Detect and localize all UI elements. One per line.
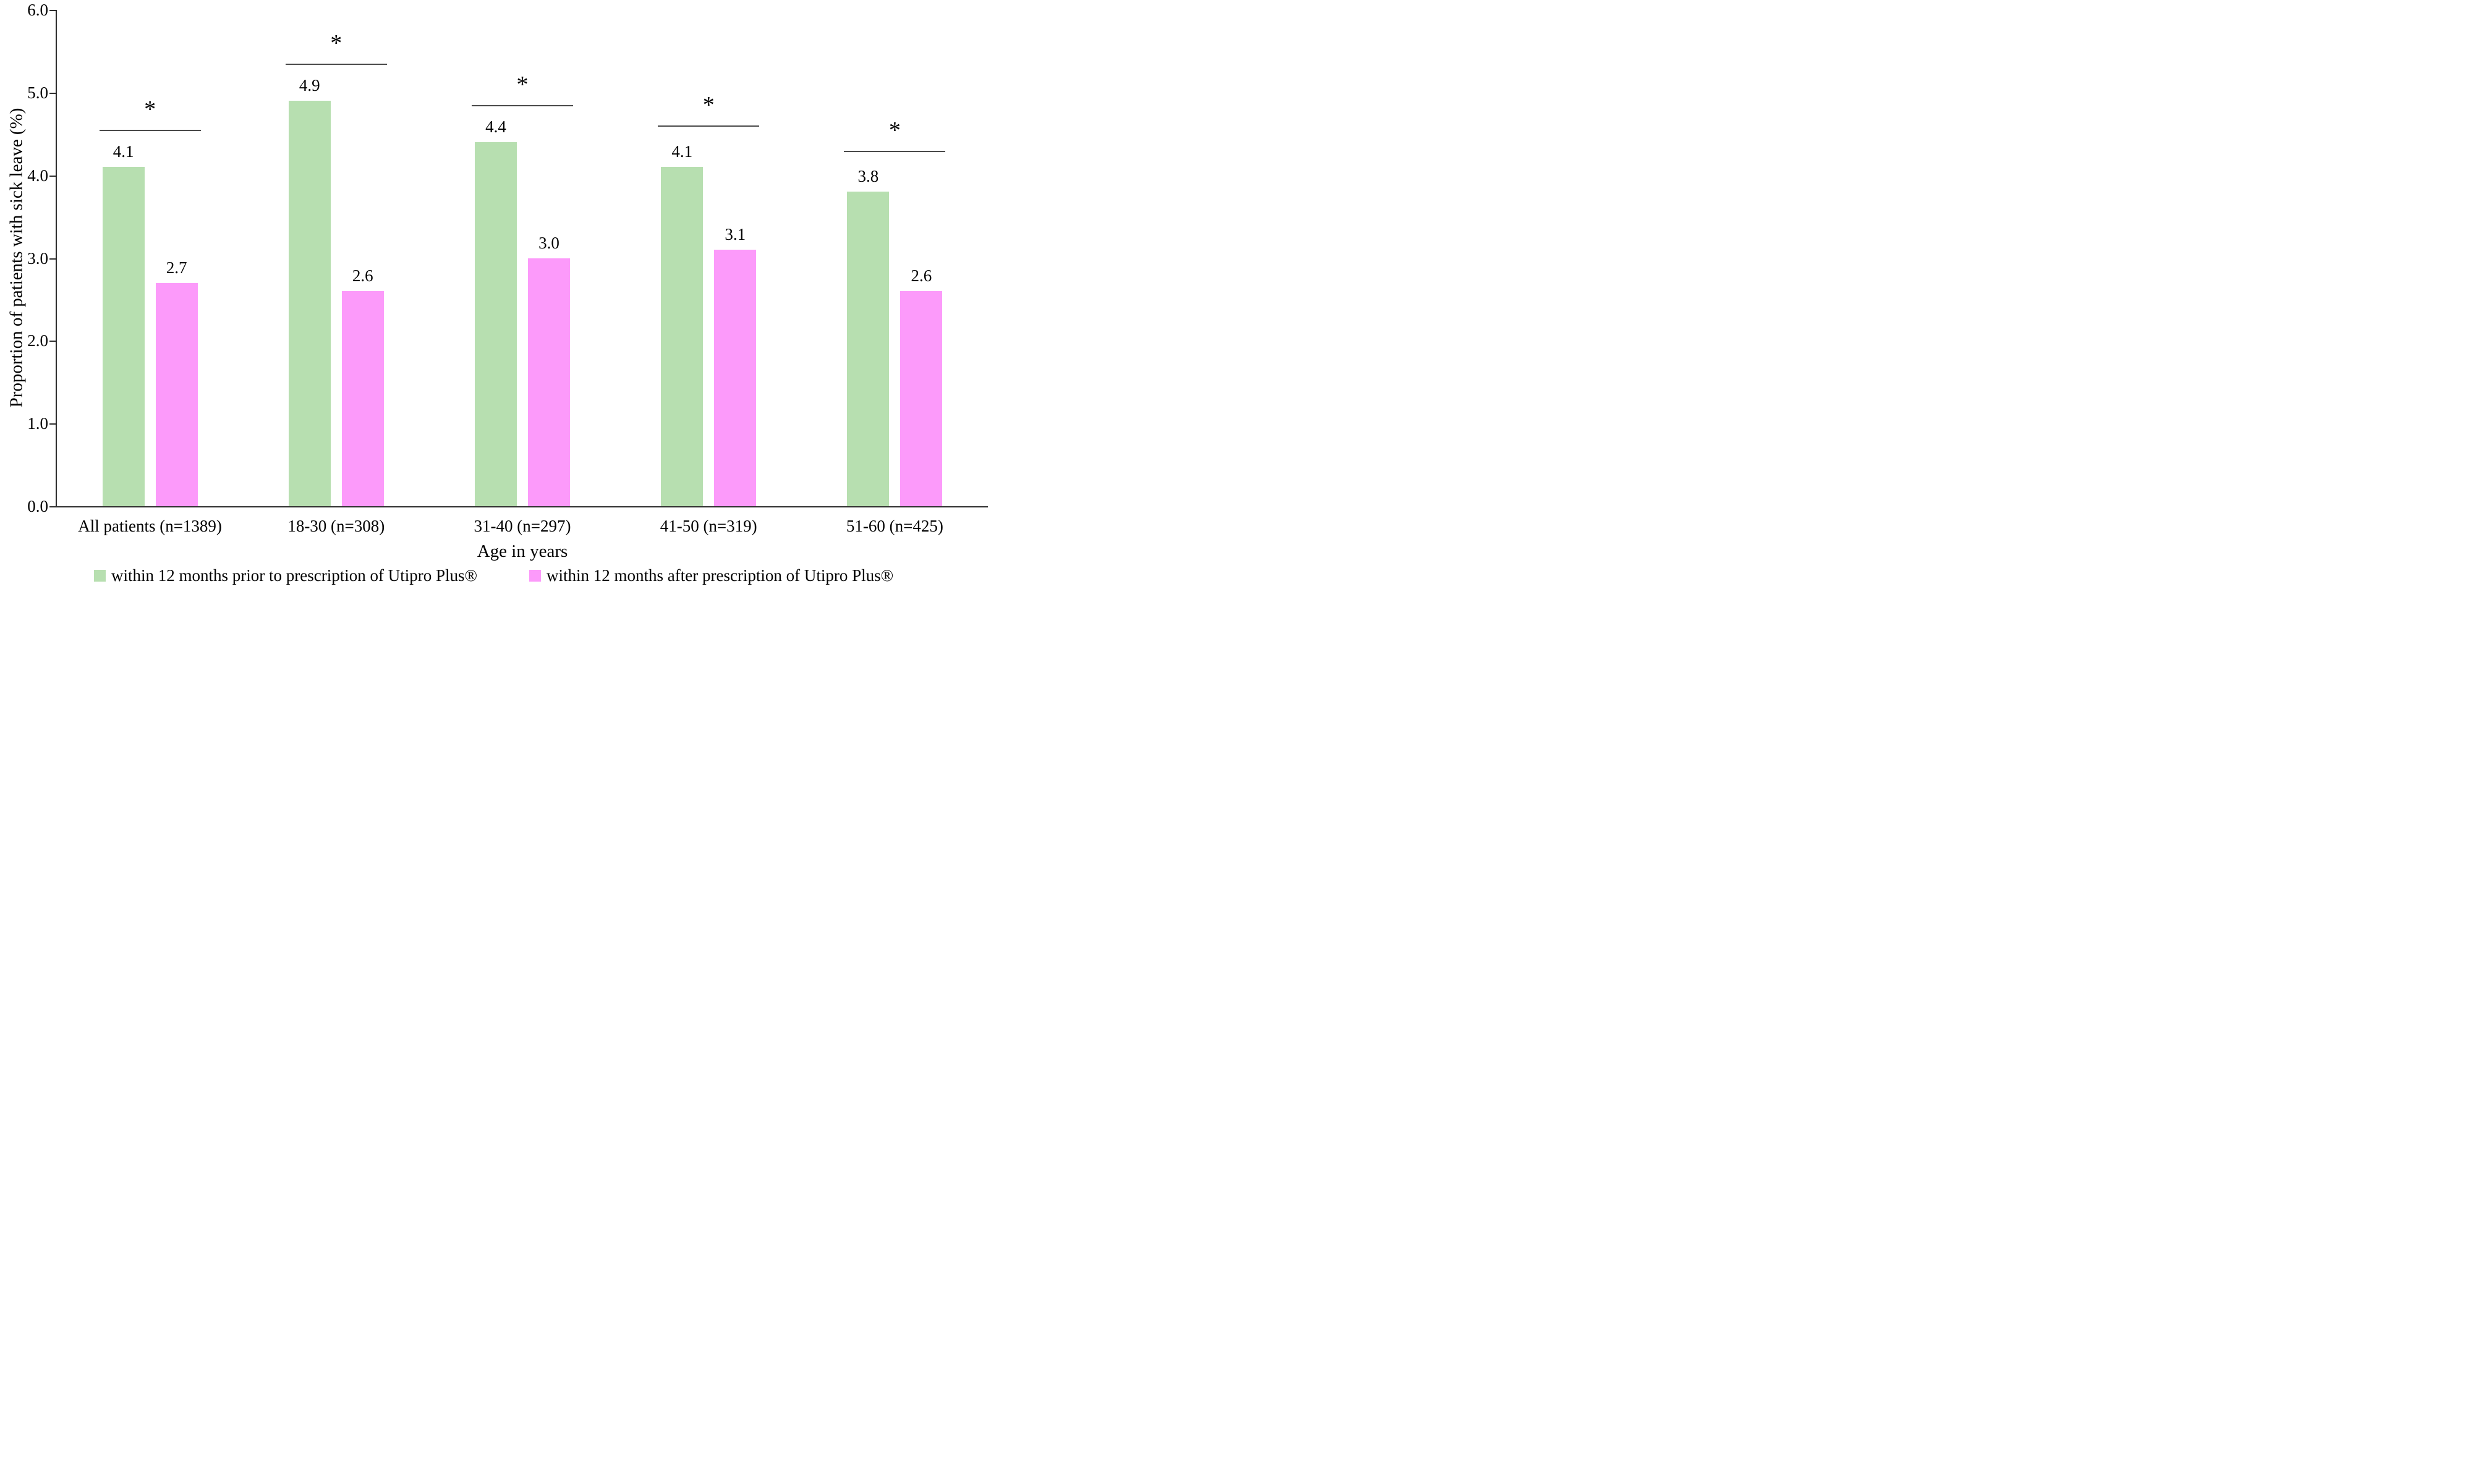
x-axis-line [49, 506, 988, 507]
bar-chart: Proportion of patients with sick leave (… [0, 0, 989, 593]
legend-label: within 12 months after prescription of U… [547, 566, 894, 585]
legend-swatch [94, 570, 106, 582]
x-category-label: 18-30 (n=308) [287, 517, 385, 535]
y-tick-label: 6.0 [27, 1, 48, 19]
y-tick-mark [49, 175, 56, 177]
significance-asterisk: * [144, 96, 156, 123]
significance-line [658, 125, 760, 127]
bar-prior [288, 101, 331, 506]
significance-line [285, 63, 387, 65]
y-tick-mark [49, 341, 56, 342]
significance-line [844, 150, 946, 152]
y-tick-mark [49, 92, 56, 94]
bar-prior [102, 167, 145, 506]
legend-swatch [529, 570, 541, 582]
bar-after [528, 258, 570, 506]
x-category-label: All patients (n=1389) [78, 517, 222, 535]
y-tick-label: 1.0 [27, 414, 48, 433]
bar-value-label: 3.8 [857, 167, 879, 186]
bar-value-label: 4.1 [671, 142, 693, 161]
legend-item: within 12 months prior to prescription o… [94, 566, 477, 585]
y-tick-mark [49, 258, 56, 260]
bar-value-label: 4.1 [113, 142, 134, 161]
significance-line [99, 130, 201, 132]
bar-value-label: 4.9 [299, 76, 320, 95]
y-tick-label: 2.0 [27, 331, 48, 350]
significance-asterisk: * [330, 30, 342, 56]
bar-value-label: 4.4 [485, 117, 506, 137]
significance-asterisk: * [702, 92, 715, 119]
bar-value-label: 2.6 [352, 266, 373, 286]
bar-prior [847, 192, 890, 506]
y-tick-label: 3.0 [27, 248, 48, 268]
bar-value-label: 3.0 [538, 233, 559, 252]
x-category-label: 51-60 (n=425) [846, 517, 943, 535]
bar-after [714, 250, 757, 506]
significance-asterisk: * [888, 117, 901, 143]
bar-prior [661, 167, 704, 506]
y-tick-mark [49, 10, 56, 11]
y-tick-mark [49, 506, 56, 507]
significance-line [472, 104, 573, 106]
significance-asterisk: * [516, 71, 529, 98]
bar-value-label: 3.1 [725, 225, 746, 244]
legend-item: within 12 months after prescription of U… [529, 566, 893, 585]
bar-after [900, 291, 943, 506]
y-tick-mark [49, 423, 56, 425]
bar-after [341, 291, 384, 506]
y-tick-label: 5.0 [27, 83, 48, 102]
bar-value-label: 2.6 [911, 266, 932, 286]
x-category-label: 41-50 (n=319) [660, 517, 757, 535]
y-tick-label: 4.0 [27, 166, 48, 185]
bar-prior [475, 142, 517, 506]
bar-after [155, 282, 198, 506]
legend-label: within 12 months prior to prescription o… [111, 566, 477, 585]
y-tick-label: 0.0 [27, 497, 48, 515]
x-category-label: 31-40 (n=297) [474, 517, 571, 535]
y-axis-line [56, 10, 57, 507]
bar-value-label: 2.7 [166, 258, 187, 277]
x-axis-title: Age in years [477, 541, 568, 561]
